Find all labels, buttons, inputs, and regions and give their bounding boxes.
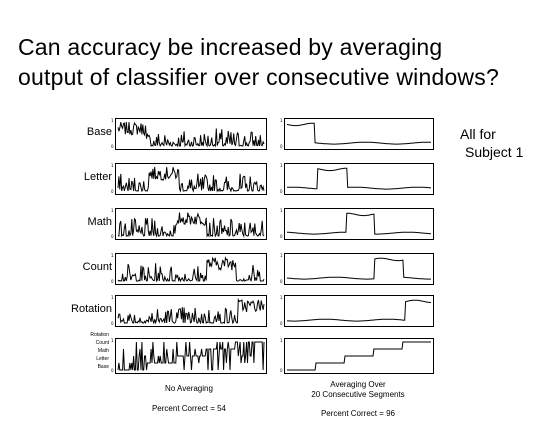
title-line-2: output of classifier over consecutive wi… xyxy=(18,64,499,90)
averaged-output-trace xyxy=(286,257,431,280)
averaged-output-panel-count xyxy=(284,253,434,285)
axis-tick-label: 1 xyxy=(111,118,114,123)
axis-tick-label: 1 xyxy=(111,338,114,343)
right-caption-line-2: 20 Consecutive Segments xyxy=(311,390,405,399)
raw-class-trace xyxy=(117,341,265,371)
note-line-2: Subject 1 xyxy=(465,144,524,160)
row-label-rotation: Rotation xyxy=(71,303,112,315)
axis-tick-label: 1 xyxy=(280,253,283,258)
axis-tick-label: 0 xyxy=(280,321,283,326)
axis-tick-label: 0 xyxy=(111,144,114,149)
averaged-output-trace xyxy=(286,299,432,322)
raw-output-trace xyxy=(117,297,265,325)
averaged-output-panel-base xyxy=(284,118,434,150)
row-label-count: Count xyxy=(82,261,112,273)
title-line-1: Can accuracy be increased by averaging xyxy=(18,34,443,60)
axis-tick-label: 1 xyxy=(111,208,114,213)
axis-tick-label: 1 xyxy=(111,163,114,168)
raw-output-trace xyxy=(117,121,265,148)
raw-output-trace xyxy=(117,256,265,283)
row-label-math: Math xyxy=(87,216,112,228)
averaged-class-panel xyxy=(284,338,434,374)
row-label-letter: Letter xyxy=(83,171,112,183)
axis-tick-label: 1 xyxy=(111,295,114,300)
axis-tick-label: 1 xyxy=(111,253,114,258)
axis-tick-label: 0 xyxy=(111,321,114,326)
averaged-class-trace xyxy=(287,341,431,371)
axis-tick-label: 1 xyxy=(280,118,283,123)
axis-tick-label: 0 xyxy=(280,189,283,194)
axis-tick-label: 0 xyxy=(111,279,114,284)
axis-tick-label: 0 xyxy=(280,368,283,373)
averaged-output-trace xyxy=(286,212,432,235)
note-line-1: All for xyxy=(460,126,496,142)
right-caption-line-1: Averaging Over xyxy=(330,380,386,389)
raw-output-panel-count xyxy=(115,253,267,285)
averaged-output-trace xyxy=(287,167,432,190)
left-caption: No Averaging xyxy=(165,384,213,393)
axis-tick-label: 0 xyxy=(280,279,283,284)
axis-tick-label: 1 xyxy=(280,338,283,343)
class-axis-label: Count xyxy=(95,340,109,346)
axis-tick-label: 0 xyxy=(280,234,283,239)
axis-tick-label: 1 xyxy=(280,163,283,168)
subject-note: All for Subject 1 xyxy=(460,125,523,161)
class-axis-label: Math xyxy=(97,348,109,354)
averaged-output-panel-letter xyxy=(284,163,434,195)
raw-output-panel-letter xyxy=(115,163,267,195)
slide-title: Can accuracy be increased by averaging o… xyxy=(18,32,499,92)
class-axis-label: Rotation xyxy=(90,332,109,338)
raw-output-trace xyxy=(117,212,265,238)
averaged-output-panel-math xyxy=(284,208,434,240)
axis-tick-label: 0 xyxy=(111,234,114,239)
raw-class-panel xyxy=(115,338,267,374)
left-percent-correct: Percent Correct = 54 xyxy=(151,404,227,413)
raw-output-panel-math xyxy=(115,208,267,240)
class-axis-label: Base xyxy=(97,364,109,370)
row-label-base: Base xyxy=(86,126,112,138)
axis-tick-label: 0 xyxy=(111,189,114,194)
class-axis-label: Letter xyxy=(96,356,109,362)
axis-tick-label: 1 xyxy=(280,208,283,213)
averaged-output-trace xyxy=(286,122,431,145)
axis-tick-label: 1 xyxy=(280,295,283,300)
axis-tick-label: 0 xyxy=(280,144,283,149)
averaged-output-panel-rotation xyxy=(284,295,434,327)
axis-tick-label: 0 xyxy=(111,368,114,373)
raw-output-trace xyxy=(117,167,265,193)
raw-output-panel-rotation xyxy=(115,295,267,327)
right-percent-correct: Percent Correct = 96 xyxy=(320,409,396,418)
raw-output-panel-base xyxy=(115,118,267,150)
